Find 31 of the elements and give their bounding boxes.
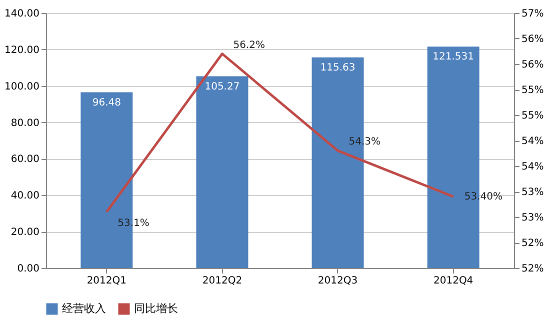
y-tick-label: 40.00 xyxy=(10,190,40,202)
y2-tick-label: 52% xyxy=(522,238,544,249)
bar xyxy=(196,76,248,268)
y2-tick-label: 55% xyxy=(522,110,544,122)
y2-tick-label: 52% xyxy=(522,264,544,274)
data-label: 56.2% xyxy=(233,40,266,51)
y2-tick-label: 56% xyxy=(522,60,544,70)
y-tick-label: 100.00 xyxy=(4,81,40,92)
y-tick-label: 60.00 xyxy=(10,154,40,166)
y-tick-label: 0.00 xyxy=(17,264,40,274)
y2-tick-label: 54% xyxy=(522,136,544,147)
x-tick-label: 2012Q4 xyxy=(433,276,474,286)
data-label: 115.63 xyxy=(320,62,356,74)
legend-label: 同比增长 xyxy=(134,302,178,315)
data-label: 96.48 xyxy=(92,97,121,108)
y2-tick-label: 54% xyxy=(522,162,544,172)
y2-tick-label: 56% xyxy=(522,34,544,45)
x-tick-label: 2012Q2 xyxy=(202,276,242,286)
y2-tick-label: 55% xyxy=(522,85,544,96)
y2-tick-label: 53% xyxy=(522,212,544,224)
x-tick-label: 2012Q1 xyxy=(86,276,127,286)
y2-tick-label: 57% xyxy=(522,8,544,20)
y-tick-label: 120.00 xyxy=(4,44,40,56)
data-label: 121.531 xyxy=(432,52,474,63)
y2-tick-label: 53% xyxy=(522,187,544,198)
legend-label: 经营收入 xyxy=(62,302,106,315)
x-tick-label: 2012Q3 xyxy=(318,276,358,286)
y-tick-label: 140.00 xyxy=(4,8,40,20)
y-tick-label: 80.00 xyxy=(10,118,40,129)
y-tick-label: 20.00 xyxy=(10,227,40,238)
data-label: 105.27 xyxy=(204,81,240,92)
